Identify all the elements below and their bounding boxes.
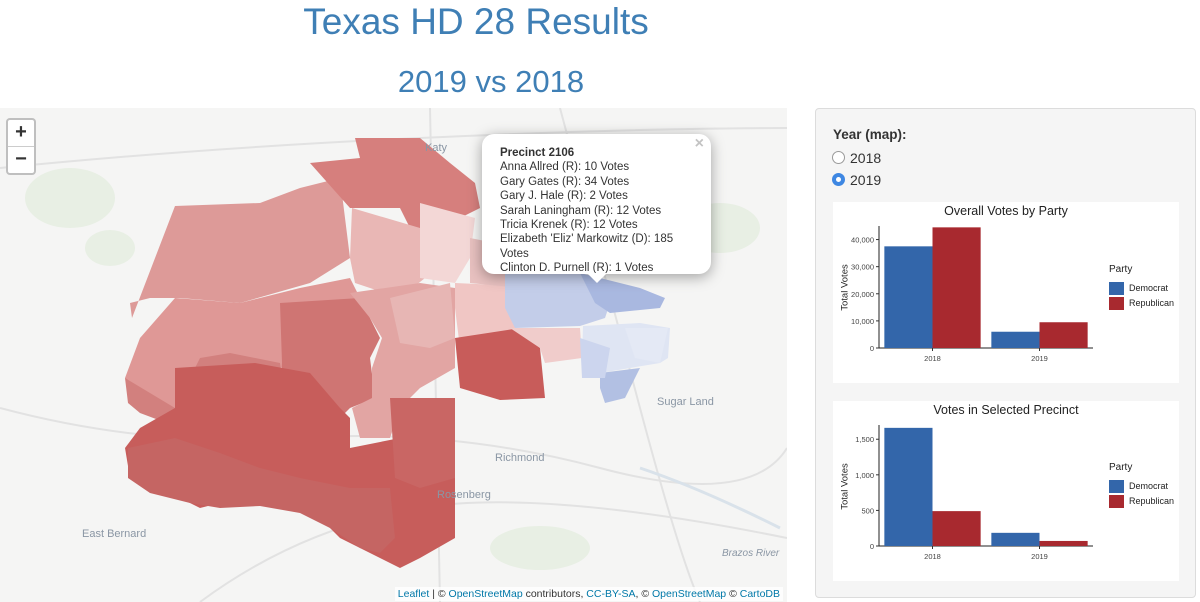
legend-swatch (1109, 495, 1124, 509)
license-link[interactable]: CC-BY-SA (586, 588, 636, 600)
attrib-contrib: contributors, (522, 588, 587, 600)
radio-label: 2018 (850, 150, 882, 166)
y-tick-label: 40,000 (851, 236, 874, 245)
y-tick-label: 0 (870, 542, 874, 551)
y-tick-label: 500 (861, 506, 874, 515)
legend-swatch (1109, 297, 1124, 311)
page-title: Texas HD 28 Results (303, 1, 649, 42)
x-tick-label: 2019 (1031, 552, 1048, 561)
legend-item-republican: Republican (1109, 494, 1174, 509)
bar-democrat-2019 (991, 532, 1040, 546)
legend-label: Democrat (1129, 481, 1169, 491)
y-tick-label: 1,500 (855, 435, 874, 444)
zoom-in-button[interactable]: + (8, 120, 34, 147)
x-tick-label: 2018 (924, 354, 941, 363)
map-label-sugar-land: Sugar Land (657, 396, 714, 408)
legend-label: Republican (1129, 298, 1175, 308)
x-tick-label: 2018 (924, 552, 941, 561)
popup-line: Anna Allred (R): 10 Votes (500, 161, 630, 174)
legend-title: Party (1109, 462, 1133, 473)
popup-line: Elizabeth 'Eliz' Markowitz (D): 185 Vote… (500, 233, 674, 260)
precinct-popup: × Precinct 2106 Anna Allred (R): 10 Vote… (482, 134, 711, 283)
radio-label: 2019 (850, 172, 882, 188)
x-tick-label: 2019 (1031, 354, 1048, 363)
bar-republican-2019 (1039, 540, 1088, 546)
map-label-brazos-river: Brazos River (722, 548, 780, 559)
map-label-katy: Katy (425, 142, 448, 154)
close-icon[interactable]: × (694, 135, 704, 152)
y-tick-label: 10,000 (851, 317, 874, 326)
year-label: Year (map): (833, 127, 907, 142)
legend-swatch (1109, 282, 1124, 296)
radio-2019[interactable]: 2019 (832, 172, 881, 188)
osm-link-2[interactable]: OpenStreetMap (652, 588, 727, 600)
popup-line: Gary Gates (R): 34 Votes (500, 175, 630, 188)
bar-democrat-2018 (884, 246, 933, 348)
bar-democrat-2018 (884, 427, 933, 546)
y-tick-label: 0 (870, 344, 874, 353)
map-label-richmond: Richmond (495, 452, 545, 464)
chart-legend: Party Democrat Republican (1109, 264, 1174, 311)
cartodb-link[interactable]: CartoDB (739, 588, 780, 600)
chart-title: Overall Votes by Party (944, 204, 1068, 218)
bar-republican-2018 (932, 511, 981, 546)
y-tick-label: 20,000 (851, 290, 874, 299)
popup-line: Tricia Krenek (R): 12 Votes (500, 219, 638, 232)
popup-title: Precinct 2106 (500, 147, 575, 159)
zoom-control: + − (6, 118, 36, 175)
legend-item-republican: Republican (1109, 296, 1174, 311)
popup-line: Clinton D. Purnell (R): 1 Votes (500, 262, 654, 275)
bar-chart-svg: 0 500 1,000 1,500 2018 2019 (855, 425, 1093, 561)
bar-republican-2019 (1039, 322, 1088, 348)
osm-link-1[interactable]: OpenStreetMap (448, 588, 523, 600)
popup-line: Gary J. Hale (R): 2 Votes (500, 190, 628, 203)
legend-title: Party (1109, 264, 1133, 275)
map-attribution: Leaflet | © OpenStreetMap contributors, … (394, 587, 783, 601)
bar-democrat-2019 (991, 331, 1040, 348)
legend-item-democrat: Democrat (1109, 479, 1174, 494)
attrib-sep1: | © (429, 588, 449, 600)
precinct-polygons-dem (505, 268, 670, 403)
radio-2018[interactable]: 2018 (832, 150, 881, 166)
map-label-rosenberg: Rosenberg (437, 489, 491, 501)
chart-title: Votes in Selected Precinct (933, 403, 1079, 417)
bar-chart-svg: 0 10,000 20,000 30,000 40,000 2018 2019 (851, 226, 1093, 363)
sidebar-panel: Year (map): 2018 2019 Overall Votes by P… (815, 108, 1196, 598)
chart-legend: Party Democrat Republican (1109, 462, 1174, 509)
popup-tip (587, 273, 607, 283)
y-tick-label: 30,000 (851, 263, 874, 272)
popup-line: Sarah Laningham (R): 12 Votes (500, 204, 662, 217)
y-tick-label: 1,000 (855, 471, 874, 480)
attrib-sep2: , © (635, 588, 653, 600)
page-subtitle: 2019 vs 2018 (397, 64, 585, 99)
attrib-sep3: © (726, 588, 740, 600)
precinct-polygons (125, 138, 582, 568)
chart-overall-votes: Overall Votes by Party Total Votes Party… (833, 202, 1179, 383)
legend-swatch (1109, 480, 1124, 494)
map-label-east-bernard: East Bernard (82, 528, 147, 540)
map-basemap[interactable] (0, 108, 787, 602)
leaflet-link[interactable]: Leaflet (397, 588, 430, 600)
legend-item-democrat: Democrat (1109, 281, 1174, 296)
legend-label: Democrat (1129, 283, 1169, 293)
chart-precinct-votes: Votes in Selected Precinct Total Votes P… (833, 401, 1179, 581)
radio-button-icon[interactable] (832, 151, 845, 164)
bar-republican-2018 (932, 227, 981, 348)
radio-button-icon[interactable] (832, 173, 845, 186)
zoom-out-button[interactable]: − (15, 148, 27, 170)
legend-label: Republican (1129, 496, 1175, 506)
